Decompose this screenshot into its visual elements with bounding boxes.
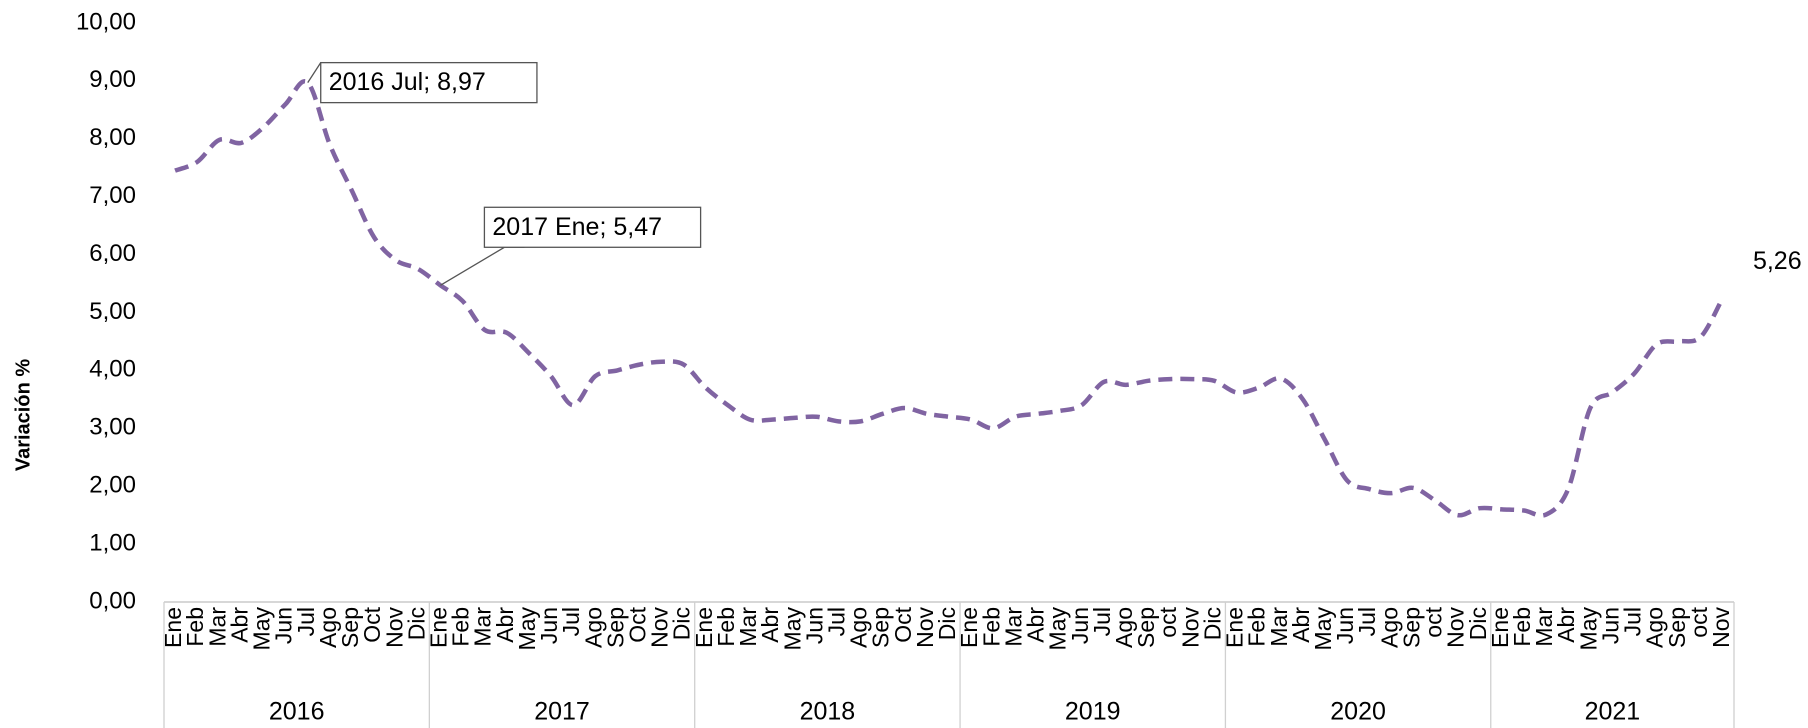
x-tick-label: May bbox=[1045, 607, 1071, 651]
x-tick-label: Mar bbox=[735, 607, 761, 647]
x-tick-label: Jun bbox=[1332, 607, 1358, 644]
y-tick-label: 8,00 bbox=[89, 124, 136, 151]
x-tick-label: Mar bbox=[1266, 607, 1292, 647]
y-tick-label: 9,00 bbox=[89, 66, 136, 93]
y-tick-label: 10,00 bbox=[76, 8, 136, 35]
x-tick-label: Sep bbox=[1664, 607, 1690, 648]
x-tick-label: Abr bbox=[226, 607, 252, 643]
data-label: 2016 Jul; 8,97 bbox=[329, 68, 486, 96]
x-tick-label: Nov bbox=[1177, 607, 1203, 648]
x-tick-label: Abr bbox=[1288, 607, 1314, 643]
x-tick-label: Ene bbox=[1487, 607, 1513, 648]
x-tick-label: Mar bbox=[204, 607, 230, 647]
x-tick-label: Dic bbox=[1199, 607, 1225, 640]
y-tick-label: 0,00 bbox=[89, 587, 136, 614]
x-tick-label: Ene bbox=[1222, 607, 1248, 648]
x-tick-label: Abr bbox=[757, 607, 783, 643]
x-tick-label: Dic bbox=[1465, 607, 1491, 640]
callout-box bbox=[320, 61, 538, 104]
y-tick-label: 5,00 bbox=[89, 298, 136, 325]
y-tick-label: 4,00 bbox=[89, 356, 136, 383]
x-tick-label: Oct bbox=[625, 606, 651, 642]
y-tick-label: 2,00 bbox=[89, 472, 136, 499]
y-tick-label: 3,00 bbox=[89, 414, 136, 441]
x-tick-label: Ene bbox=[691, 607, 717, 648]
data-line bbox=[174, 79, 1725, 518]
x-tick-label: Ago bbox=[1642, 607, 1668, 648]
x-tick-label: Jul bbox=[824, 607, 850, 636]
x-tick-label: Nov bbox=[647, 607, 673, 648]
x-tick-label: Jun bbox=[536, 607, 562, 644]
x-tick-label: Ago bbox=[1111, 607, 1137, 648]
x-tick-label: Nov bbox=[912, 607, 938, 648]
x-tick-label: Dic bbox=[934, 607, 960, 640]
x-group-label: 2017 bbox=[534, 698, 590, 726]
x-tick-label: Nov bbox=[381, 607, 407, 648]
x-tick-label: Mar bbox=[470, 607, 496, 647]
callout-box bbox=[483, 206, 702, 248]
x-tick-label: Ago bbox=[1376, 607, 1402, 648]
x-tick-label: May bbox=[514, 607, 540, 651]
x-tick-label: Nov bbox=[1443, 607, 1469, 648]
y-tick-label: 7,00 bbox=[89, 182, 136, 209]
x-tick-label: Dic bbox=[403, 607, 429, 640]
x-tick-label: Mar bbox=[1531, 607, 1557, 647]
y-axis-title: Variación % bbox=[12, 359, 34, 471]
data-label: 5,26 bbox=[1753, 247, 1802, 275]
x-tick-label: Nov bbox=[1708, 607, 1734, 648]
y-tick-label: 6,00 bbox=[89, 240, 136, 267]
x-tick-label: May bbox=[1310, 607, 1336, 651]
x-tick-label: Abr bbox=[1023, 607, 1049, 643]
x-tick-label: Oct bbox=[359, 606, 385, 642]
x-group-label: 2016 bbox=[269, 698, 325, 726]
x-tick-label: May bbox=[1575, 607, 1601, 651]
x-tick-label: Jul bbox=[558, 607, 584, 636]
x-tick-label: Jun bbox=[1067, 607, 1093, 644]
x-tick-label: Ene bbox=[425, 607, 451, 648]
x-tick-label: Sep bbox=[337, 607, 363, 648]
x-tick-label: Jun bbox=[271, 607, 297, 644]
x-tick-label: Ene bbox=[956, 607, 982, 648]
x-tick-label: Ago bbox=[846, 607, 872, 648]
x-tick-label: Ago bbox=[580, 607, 606, 648]
x-group-label: 2020 bbox=[1330, 698, 1386, 726]
data-label: 2017 Ene; 5,47 bbox=[492, 213, 662, 241]
x-group-label: 2018 bbox=[800, 698, 856, 726]
x-group-label: 2019 bbox=[1065, 698, 1121, 726]
x-tick-label: Ene bbox=[160, 607, 186, 648]
x-tick-label: Jul bbox=[293, 607, 319, 636]
x-tick-label: Sep bbox=[602, 607, 628, 648]
x-tick-label: Oct bbox=[890, 606, 916, 642]
x-tick-label: Jun bbox=[801, 607, 827, 644]
x-tick-label: Jul bbox=[1620, 607, 1646, 636]
y-tick-label: 1,00 bbox=[89, 529, 136, 556]
x-tick-label: Feb bbox=[978, 607, 1004, 647]
x-tick-label: Feb bbox=[1509, 607, 1535, 647]
x-tick-label: oct bbox=[1686, 606, 1712, 637]
callout-line bbox=[307, 62, 322, 83]
x-tick-label: Jul bbox=[1354, 607, 1380, 636]
x-tick-label: May bbox=[779, 607, 805, 651]
x-tick-label: Dic bbox=[669, 607, 695, 640]
x-tick-label: May bbox=[249, 607, 275, 651]
x-tick-label: Feb bbox=[182, 607, 208, 647]
callout-line bbox=[440, 246, 525, 286]
x-tick-label: Sep bbox=[1133, 607, 1159, 648]
x-tick-label: Feb bbox=[713, 607, 739, 647]
x-tick-label: Jun bbox=[1597, 607, 1623, 644]
x-tick-label: Feb bbox=[1244, 607, 1270, 647]
x-tick-label: Mar bbox=[1000, 607, 1026, 647]
x-group-label: 2021 bbox=[1585, 698, 1641, 726]
x-tick-label: Sep bbox=[868, 607, 894, 648]
x-tick-label: Ago bbox=[315, 607, 341, 648]
x-tick-label: Feb bbox=[448, 607, 474, 647]
x-tick-label: Abr bbox=[1553, 607, 1579, 643]
x-tick-label: oct bbox=[1421, 606, 1447, 637]
x-tick-label: oct bbox=[1155, 606, 1181, 637]
x-tick-label: Sep bbox=[1398, 607, 1424, 648]
x-tick-label: Jul bbox=[1089, 607, 1115, 636]
x-tick-label: Abr bbox=[492, 607, 518, 643]
